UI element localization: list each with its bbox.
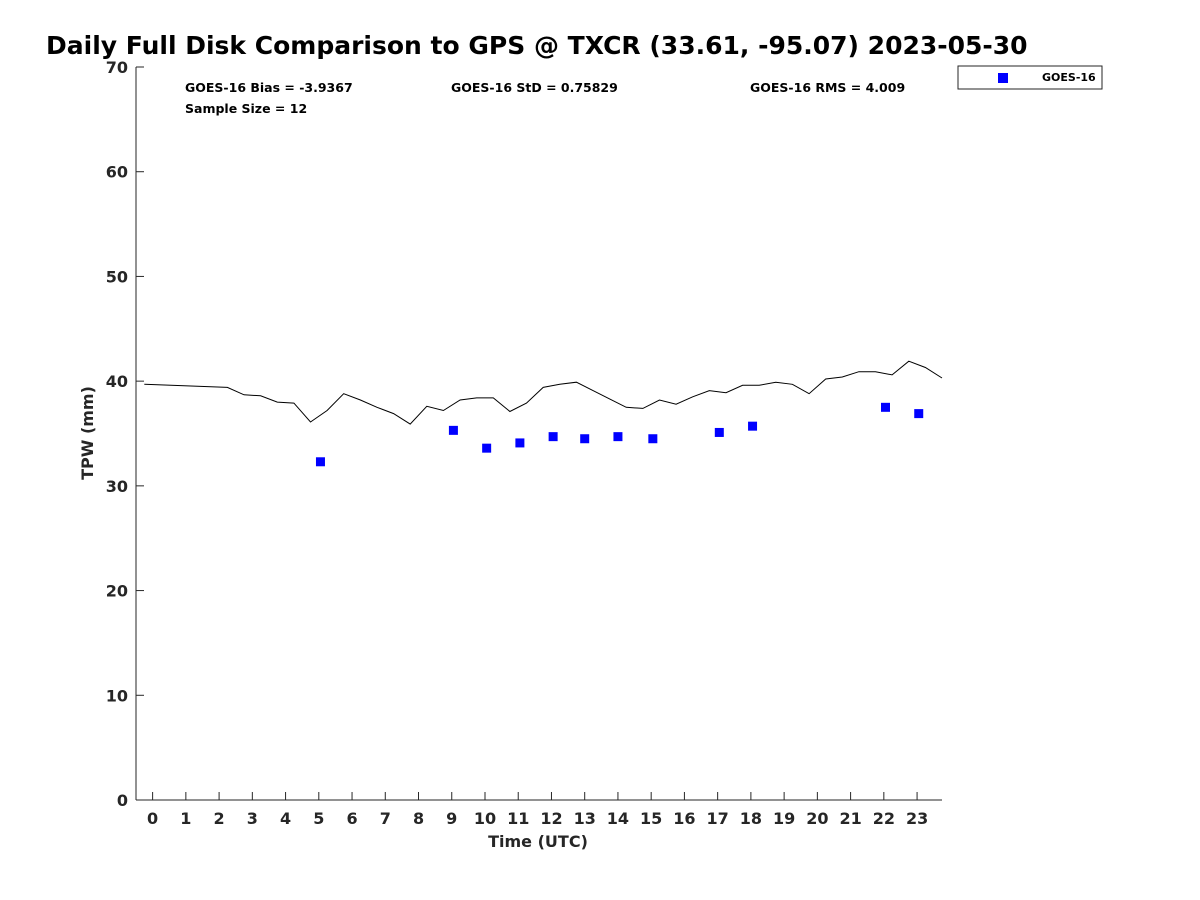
goes-16-point [315, 457, 325, 467]
stat-rms: GOES-16 RMS = 4.009 [750, 80, 905, 95]
goes-16-point [482, 443, 492, 453]
x-tick-label: 10 [474, 809, 496, 828]
x-tick-label: 8 [413, 809, 424, 828]
x-tick-label: 18 [740, 809, 762, 828]
x-tick-label: 9 [446, 809, 457, 828]
series-points [315, 402, 924, 467]
series-lines [144, 360, 943, 425]
goes-16-point [613, 432, 623, 442]
y-tick-label: 60 [106, 163, 128, 182]
legend-marker-goes-16 [998, 73, 1008, 83]
legend-label-goes-16: GOES-16 [1042, 71, 1096, 84]
x-tick-label: 1 [180, 809, 191, 828]
x-tick-label: 4 [280, 809, 291, 828]
x-tick-label: 19 [773, 809, 795, 828]
goes-16-point [914, 409, 924, 419]
y-tick-label: 0 [117, 791, 128, 810]
goes-16-point [515, 438, 525, 448]
x-ticks: 0 1 2 3 4 5 6 7 8 9 10 11 12 13 14 15 16 17 18 19 20 21 22 23 [147, 792, 928, 828]
stat-sample-size: Sample Size = 12 [185, 101, 307, 116]
goes-16-point [748, 421, 758, 431]
x-tick-label: 7 [380, 809, 391, 828]
goes-16-point [580, 434, 590, 444]
gps-tpw-line [144, 360, 943, 425]
y-tick-label: 70 [106, 58, 128, 77]
goes-16-point [548, 432, 558, 442]
x-tick-label: 3 [247, 809, 258, 828]
x-tick-label: 6 [346, 809, 357, 828]
y-tick-label: 10 [106, 686, 128, 705]
y-ticks: 0 10 20 30 40 50 60 70 [106, 58, 144, 810]
x-tick-label: 11 [507, 809, 529, 828]
x-tick-label: 2 [214, 809, 225, 828]
goes-16-point [448, 425, 458, 435]
x-tick-label: 14 [607, 809, 629, 828]
goes-16-point [714, 427, 724, 437]
y-tick-label: 30 [106, 477, 128, 496]
legend-box [957, 65, 1103, 90]
stat-bias: GOES-16 Bias = -3.9367 [185, 80, 353, 95]
x-tick-label: 16 [673, 809, 695, 828]
chart-title: Daily Full Disk Comparison to GPS @ TXCR… [46, 31, 1028, 60]
x-axis-label: Time (UTC) [488, 832, 588, 851]
goes-16-point [648, 434, 658, 444]
x-tick-label: 22 [873, 809, 895, 828]
y-tick-label: 40 [106, 372, 128, 391]
x-tick-label: 23 [906, 809, 928, 828]
x-tick-label: 21 [839, 809, 861, 828]
y-tick-label: 50 [106, 267, 128, 286]
x-tick-label: 0 [147, 809, 158, 828]
stat-std: GOES-16 StD = 0.75829 [451, 80, 618, 95]
x-tick-label: 13 [574, 809, 596, 828]
x-tick-label: 20 [806, 809, 828, 828]
goes-16-point [880, 402, 890, 412]
x-tick-label: 15 [640, 809, 662, 828]
x-tick-label: 17 [707, 809, 729, 828]
x-tick-label: 12 [540, 809, 562, 828]
x-tick-label: 5 [313, 809, 324, 828]
y-tick-label: 20 [106, 582, 128, 601]
legend: GOES-16 [957, 65, 1103, 90]
y-axis-label: TPW (mm) [78, 386, 97, 480]
